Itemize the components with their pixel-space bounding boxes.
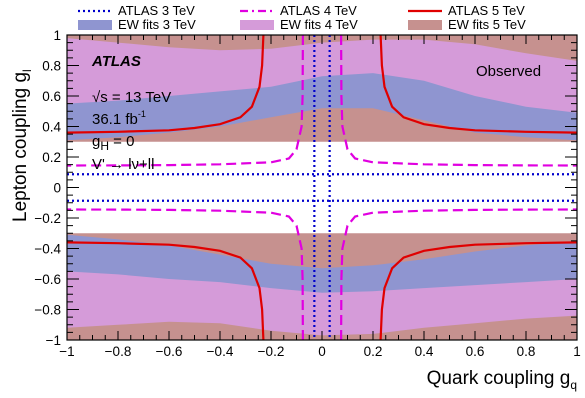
- y-tick-label: −0.8: [34, 303, 61, 318]
- atlas-5-tev-upper-right: [379, 35, 577, 134]
- atlas-5-tev-lower-left: [67, 241, 265, 340]
- process-label: V' → lν+ll: [92, 156, 154, 173]
- legend-label-atlas-4tev: ATLAS 4 TeV: [280, 3, 357, 18]
- legend-label-ew-4tev: EW fits 4 TeV: [280, 17, 358, 32]
- atlas-label: ATLAS: [91, 53, 141, 70]
- limit-curves: [67, 35, 577, 340]
- axis-ticks: −1 −0.8 −0.6 −0.4 −0.2 0 0.2 0.4 0.6 0.8 1 −1 −0.8 −0…: [34, 28, 580, 359]
- x-tick-label: 0.4: [415, 344, 434, 359]
- x-tick-label: −0.2: [258, 344, 285, 359]
- lumi-label: 36.1 fb-1: [92, 109, 146, 128]
- x-tick-label: −0.6: [156, 344, 183, 359]
- legend-swatch-ew-4tev: [240, 20, 274, 30]
- legend: ATLAS 3 TeV ATLAS 4 TeV ATLAS 5 TeV EW f…: [78, 3, 526, 32]
- x-tick-label: 0: [318, 344, 326, 359]
- y-tick-label: 0.8: [42, 59, 61, 74]
- legend-label-atlas-5tev: ATLAS 5 TeV: [448, 3, 525, 18]
- y-tick-label: 0.6: [42, 89, 61, 104]
- atlas-5-tev-upper-left: [67, 35, 265, 134]
- x-tick-label: −1: [59, 344, 74, 359]
- y-tick-label: 0: [53, 181, 61, 196]
- atlas-4-tev-lower-right: [340, 208, 577, 340]
- legend-swatch-ew-5tev: [408, 20, 442, 30]
- plot-white-region: [67, 141, 577, 234]
- x-axis-title: Quark coupling gq: [427, 368, 577, 392]
- atlas-4-tev-lower-left: [67, 208, 304, 340]
- y-tick-label: −0.4: [34, 242, 61, 257]
- energy-label: √s = 13 TeV: [92, 89, 171, 106]
- y-tick-label: 0.4: [42, 120, 61, 135]
- y-tick-label: 1: [53, 28, 61, 43]
- status-label: Observed: [476, 63, 541, 80]
- y-axis-title: Lepton coupling gl: [10, 69, 34, 222]
- annotations: ATLAS Observed √s = 13 TeV 36.1 fb-1 gH …: [91, 53, 541, 173]
- x-tick-label: 0.2: [364, 344, 383, 359]
- legend-label-atlas-3tev: ATLAS 3 TeV: [118, 3, 195, 18]
- atlas-5-tev-lower-right: [379, 241, 577, 340]
- legend-label-ew-3tev: EW fits 3 TeV: [118, 17, 196, 32]
- y-tick-label: −0.2: [34, 211, 61, 226]
- ew-bands: [67, 38, 577, 336]
- x-tick-label: −0.8: [105, 344, 132, 359]
- legend-swatch-ew-3tev: [78, 20, 112, 30]
- x-tick-label: −0.4: [207, 344, 234, 359]
- legend-label-ew-5tev: EW fits 5 TeV: [448, 17, 526, 32]
- atlas-4-tev-upper-right: [340, 35, 577, 167]
- ew-fits-3-tev-upper-band: [67, 73, 577, 141]
- x-tick-label: 0.6: [466, 344, 485, 359]
- y-tick-label: 0.2: [42, 150, 61, 165]
- atlas-4-tev-upper-left: [67, 35, 304, 167]
- ew-fits-3-tev-lower-band: [67, 234, 577, 293]
- gh-label: gH = 0: [92, 133, 134, 153]
- y-tick-label: −0.6: [34, 272, 61, 287]
- x-tick-label: 0.8: [517, 344, 536, 359]
- y-tick-label: −1: [46, 333, 61, 348]
- x-tick-label: 1: [573, 344, 581, 359]
